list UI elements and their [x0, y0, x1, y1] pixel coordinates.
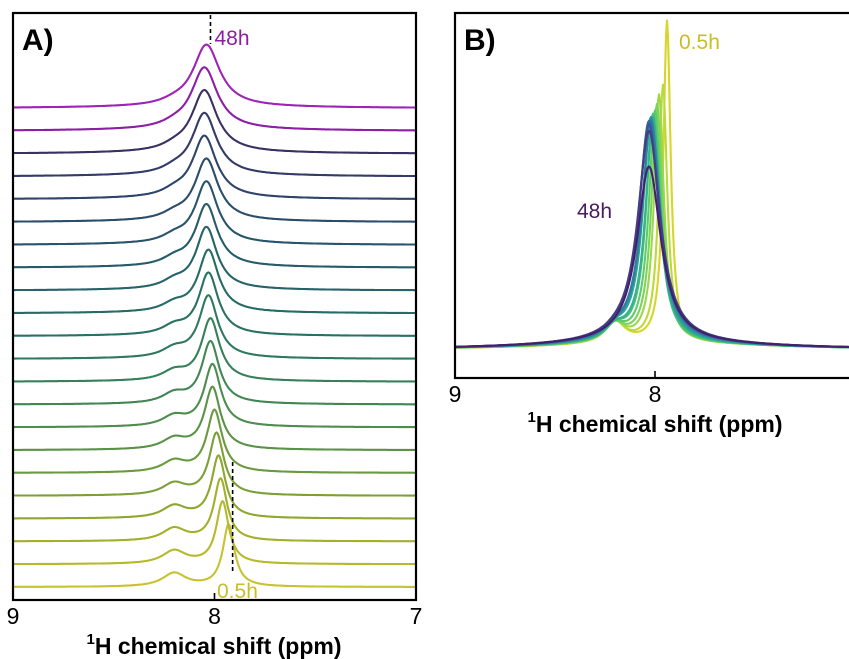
panel-a-label-48h: 48h — [214, 27, 249, 50]
panel-a-spectrum-0 — [12, 523, 417, 588]
panel-b-traces — [454, 19, 849, 349]
panel-b-x-ticks: 987 — [449, 371, 849, 407]
panel-b-x-axis-label-text: H chemical shift (ppm) — [536, 411, 783, 437]
panel-b-label: B) — [464, 24, 496, 57]
panel-a-spectrum-18 — [12, 111, 417, 178]
panel-a-spectrum-21 — [12, 43, 417, 109]
panel-a-x-tick-label-0: 9 — [7, 603, 20, 629]
panel-b-label-48h: 48h — [577, 200, 612, 223]
panel-a: A) 48h 0.5h 9 8 7 1H chemical shift (ppm) — [7, 11, 423, 659]
panel-a-spectrum-13 — [12, 225, 417, 292]
panel-b-x-tick-label-1: 8 — [649, 381, 662, 407]
panel-a-x-axis-label-sup: 1 — [87, 631, 95, 648]
panel-a-spectrum-4 — [12, 431, 417, 497]
panel-b-x-tick-label-0: 9 — [449, 381, 462, 407]
panel-b-label-0-5h: 0.5h — [679, 31, 720, 54]
panel-b-x-axis-label: 1H chemical shift (ppm) — [528, 409, 783, 437]
panel-a-spectrum-2 — [12, 477, 417, 543]
panel-b: B) 0.5h 48h 987 1H chemical shift (ppm) — [449, 11, 849, 437]
panel-a-spectrum-6 — [12, 385, 417, 451]
panel-a-spectrum-19 — [12, 88, 417, 155]
panel-a-x-axis-label: 1H chemical shift (ppm) — [87, 631, 342, 659]
panel-a-spectrum-17 — [12, 134, 417, 200]
panel-a-traces — [12, 43, 417, 588]
panel-a-label-0-5h: 0.5h — [217, 580, 258, 603]
panel-b-x-axis-label-sup: 1 — [528, 409, 536, 426]
panel-a-spectrum-5 — [12, 408, 417, 474]
panel-a-x-ticks: 9 8 7 — [7, 593, 423, 629]
panel-a-x-axis-label-text: H chemical shift (ppm) — [95, 633, 342, 659]
panel-a-spectrum-16 — [12, 157, 417, 223]
panel-a-x-tick-label-1: 8 — [208, 603, 221, 629]
panel-a-spectrum-20 — [12, 66, 417, 132]
panel-a-x-tick-label-2: 7 — [410, 603, 423, 629]
panel-a-spectrum-3 — [12, 454, 417, 520]
panel-a-spectrum-8 — [12, 339, 417, 406]
panel-b-spectrum-13 — [454, 165, 849, 349]
panel-a-spectrum-11 — [12, 271, 417, 337]
panel-a-spectrum-9 — [12, 317, 417, 383]
panel-a-spectrum-1 — [12, 500, 417, 566]
panel-a-spectrum-10 — [12, 294, 417, 360]
panel-a-spectrum-12 — [12, 248, 417, 315]
panel-a-spectrum-14 — [12, 202, 417, 269]
panel-a-label: A) — [22, 24, 54, 57]
panel-a-spectrum-7 — [12, 362, 417, 429]
panel-a-spectrum-15 — [12, 180, 417, 246]
